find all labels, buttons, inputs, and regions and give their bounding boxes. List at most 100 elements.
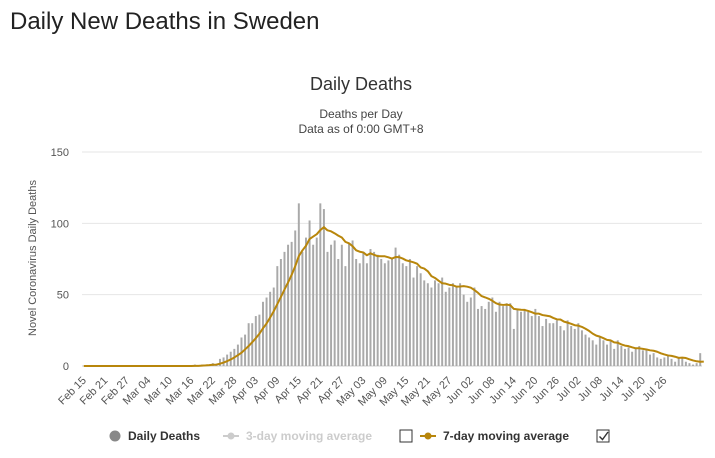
bar-day-49 [258, 314, 261, 366]
bar-day-48 [254, 316, 257, 366]
checkbox-7day-average[interactable] [596, 429, 610, 443]
bar-day-110 [477, 308, 479, 366]
bar-day-85 [387, 260, 390, 366]
bar-day-94 [419, 273, 422, 366]
bar-day-52 [269, 291, 272, 366]
bar-day-73 [344, 266, 347, 366]
bar-day-108 [469, 297, 472, 366]
bar-day-168 [684, 361, 687, 366]
bar-day-154 [634, 348, 637, 366]
bar-day-117 [502, 306, 505, 366]
y-tick-50: 50 [57, 290, 69, 302]
bar-day-66 [319, 203, 322, 366]
bar-day-128 [541, 326, 544, 366]
bar-day-115 [494, 311, 497, 366]
bar-day-123 [523, 308, 526, 366]
bar-day-107 [466, 301, 469, 366]
bar-day-84 [383, 263, 386, 366]
bar-day-103 [451, 283, 454, 366]
bar-day-63 [308, 220, 311, 366]
bar-day-130 [548, 323, 551, 366]
bar-day-170 [692, 364, 695, 366]
bar-day-53 [272, 287, 275, 366]
bar-day-161 [659, 358, 662, 366]
bar-day-89 [401, 263, 404, 366]
checkmark-icon [599, 431, 609, 441]
bar-day-55 [279, 259, 282, 366]
bar-day-122 [520, 311, 522, 366]
legend: Daily Deaths 3-day moving average 7-day … [109, 429, 610, 443]
bar-day-141 [588, 337, 591, 366]
y-tick-0: 0 [63, 361, 69, 373]
bar-day-88 [398, 254, 401, 366]
bar-day-132 [555, 320, 558, 366]
bar-day-95 [423, 280, 426, 366]
bar-day-93 [416, 266, 419, 366]
bar-day-102 [448, 287, 451, 366]
bar-day-126 [534, 308, 537, 366]
bar-day-149 [616, 340, 619, 366]
bar-day-124 [527, 311, 530, 366]
bar-day-119 [509, 303, 512, 366]
bar-day-59 [294, 230, 297, 366]
bar-day-96 [426, 283, 429, 366]
bar-day-90 [405, 266, 408, 366]
bar-day-97 [430, 287, 433, 366]
bar-day-76 [355, 259, 358, 366]
legend-item-daily-deaths[interactable]: Daily Deaths [109, 429, 201, 443]
legend-item-7day-average[interactable]: 7-day moving average [420, 429, 569, 443]
bar-day-159 [652, 353, 655, 366]
bar-day-116 [498, 301, 501, 366]
bar-day-65 [315, 237, 318, 366]
bar-day-152 [627, 347, 630, 366]
chart-subtitle-line-1: Deaths per Day [319, 107, 402, 121]
bar-day-71 [337, 259, 340, 366]
bar-day-163 [666, 354, 669, 366]
bar-day-83 [380, 259, 383, 366]
bar-day-166 [677, 357, 680, 366]
bar-day-50 [262, 301, 264, 366]
bar-day-56 [283, 251, 286, 366]
bar-day-131 [552, 323, 555, 366]
bar-day-51 [265, 297, 268, 366]
legend-marker-7day [424, 432, 432, 440]
bar-day-164 [670, 358, 673, 366]
bar-day-67 [322, 209, 325, 366]
legend-item-3day-average[interactable]: 3-day moving average [223, 429, 372, 443]
bar-day-77 [358, 263, 361, 366]
bar-day-106 [462, 294, 465, 366]
bar-day-104 [455, 286, 458, 366]
bar-day-111 [480, 306, 483, 366]
page-heading: Daily New Deaths in Sweden [10, 8, 320, 35]
bar-day-113 [487, 301, 490, 366]
bar-day-61 [301, 251, 304, 366]
bar-day-112 [484, 308, 487, 366]
bar-day-58 [290, 241, 293, 366]
bar-day-136 [570, 326, 573, 366]
bar-day-169 [688, 363, 691, 366]
bar-day-100 [441, 277, 444, 366]
bar-day-144 [598, 337, 601, 366]
y-tick-labels: 0 50 100 150 [51, 147, 69, 373]
bar-day-101 [444, 291, 447, 366]
bar-day-139 [580, 330, 583, 366]
legend-label-3day-average: 3-day moving average [246, 429, 372, 443]
bar-day-82 [376, 254, 379, 366]
bar-day-79 [365, 263, 368, 366]
bar-day-125 [530, 316, 533, 366]
bar-day-62 [305, 237, 307, 366]
bar-day-155 [638, 346, 641, 366]
bar-day-47 [251, 323, 254, 366]
bar-day-92 [412, 277, 415, 366]
bar-day-162 [663, 357, 666, 366]
legend-marker-daily-deaths [109, 430, 121, 442]
bar-day-143 [595, 344, 598, 366]
bar-day-54 [276, 266, 279, 366]
bar-day-158 [649, 354, 652, 366]
bar-day-142 [591, 340, 594, 366]
bar-day-153 [631, 351, 634, 366]
checkbox-3day-average[interactable] [399, 429, 413, 443]
bar-day-135 [566, 320, 569, 366]
bar-day-147 [609, 340, 612, 366]
